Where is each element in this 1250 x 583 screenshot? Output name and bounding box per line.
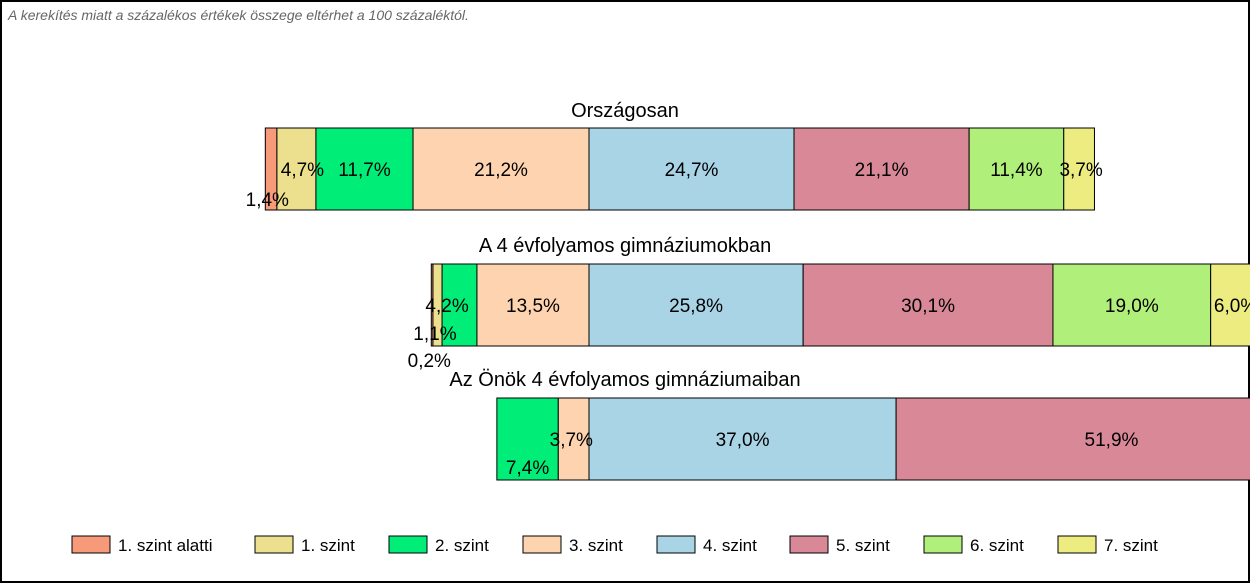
series-title: Országosan	[571, 100, 679, 122]
legend-swatch	[388, 535, 428, 554]
legend-swatch	[1057, 535, 1097, 554]
legend-swatch	[656, 535, 696, 554]
data-label: 1,1%	[413, 324, 456, 345]
bar-segment	[1210, 263, 1250, 347]
data-label: 25,8%	[669, 296, 723, 317]
legend-label: 1. szint	[301, 536, 355, 555]
bar-segment	[588, 397, 897, 481]
legend-label: 3. szint	[569, 536, 623, 555]
data-label: 21,1%	[855, 160, 909, 181]
bar-segment	[315, 127, 414, 211]
bar-segment	[968, 127, 1065, 211]
bar-segment	[1063, 127, 1095, 211]
legend-label: 6. szint	[970, 536, 1024, 555]
data-label: 24,7%	[665, 160, 719, 181]
rounding-note: A kerekítés miatt a százalékos értékek ö…	[8, 7, 469, 23]
legend-label: 1. szint alatti	[118, 536, 213, 555]
legend-swatch	[789, 535, 829, 554]
legend-label: 5. szint	[836, 536, 890, 555]
bar-segment	[412, 127, 590, 211]
data-label: 51,9%	[1085, 430, 1139, 451]
legend-swatch	[254, 535, 294, 554]
bar-segment	[557, 397, 590, 481]
legend-label: 7. szint	[1104, 536, 1158, 555]
bar-segment	[588, 263, 804, 347]
data-label: 37,0%	[716, 430, 770, 451]
data-label: 3,7%	[1059, 160, 1102, 181]
data-label: 6,0%	[1214, 296, 1250, 317]
bar-segment	[476, 263, 590, 347]
bar-segment	[802, 263, 1054, 347]
legend-swatch	[522, 535, 562, 554]
data-label: 3,7%	[550, 430, 593, 451]
data-label: 4,2%	[425, 296, 468, 317]
data-label: 11,7%	[338, 160, 391, 181]
legend-label: 2. szint	[435, 536, 489, 555]
legend-swatch	[71, 535, 111, 554]
data-label: 11,4%	[990, 160, 1043, 181]
bar-segment	[496, 397, 559, 481]
legend-swatch	[923, 535, 963, 554]
data-label: 0,2%	[408, 351, 451, 372]
data-label: 13,5%	[506, 296, 560, 317]
data-label: 19,0%	[1105, 296, 1159, 317]
series-title: Az Önök 4 évfolyamos gimnáziumaiban	[449, 369, 800, 391]
bar-segment	[895, 397, 1250, 481]
data-label: 30,1%	[901, 296, 955, 317]
series-title: A 4 évfolyamos gimnáziumokban	[479, 235, 771, 257]
data-label: 4,7%	[281, 160, 324, 181]
bar-segment	[793, 127, 970, 211]
bar-segment	[588, 127, 795, 211]
legend-label: 4. szint	[703, 536, 757, 555]
data-label: 1,4%	[246, 190, 289, 211]
data-label: 21,2%	[474, 160, 528, 181]
bar-segment	[1052, 263, 1212, 347]
data-label: 7,4%	[506, 458, 549, 479]
